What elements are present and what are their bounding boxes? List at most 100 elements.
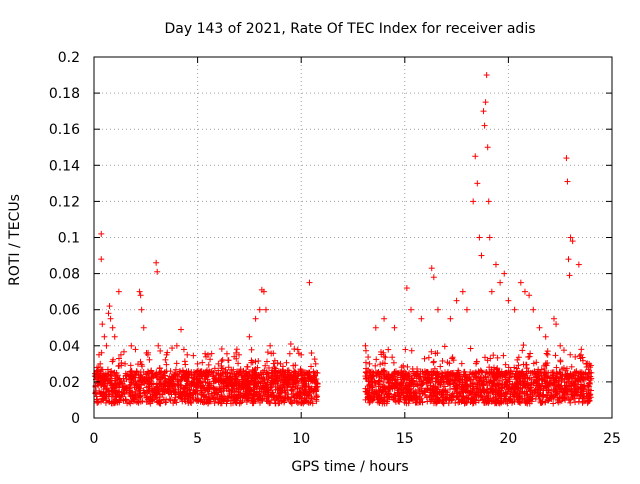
scatter-point (268, 374, 275, 381)
data-point (430, 274, 437, 281)
scatter-point (245, 375, 252, 382)
scatter-point (372, 362, 379, 369)
scatter-point (365, 354, 372, 361)
scatter-point (115, 355, 122, 362)
scatter-point (309, 400, 316, 407)
y-tick-label: 0.14 (49, 158, 80, 174)
data-point (246, 333, 253, 340)
scatter-point (230, 381, 237, 388)
data-point (478, 252, 485, 259)
scatter-point (178, 382, 185, 389)
scatter-point (207, 356, 214, 363)
data-point (481, 122, 488, 129)
y-tick-label: 0.12 (49, 194, 80, 210)
data-point (575, 261, 582, 268)
data-point (140, 324, 147, 331)
y-tick-label: 0.16 (49, 122, 80, 138)
y-tick-label: 0.08 (49, 267, 80, 283)
scatter-point (294, 346, 301, 353)
scatter-point (362, 347, 369, 354)
scatter-point (557, 357, 564, 364)
data-point (484, 144, 491, 151)
data-point (474, 180, 481, 187)
data-point (105, 310, 112, 317)
data-point (107, 315, 114, 322)
scatter-point (264, 349, 271, 356)
scatter-point (250, 400, 257, 407)
data-point (453, 297, 460, 304)
scatter-point (296, 399, 303, 406)
data-point (381, 315, 388, 322)
scatter-point (519, 347, 526, 354)
data-point (194, 360, 201, 367)
y-tick-label: 0.04 (49, 339, 80, 355)
y-tick-label: 0.02 (49, 375, 80, 391)
scatter-point (163, 361, 170, 368)
scatter-point (211, 365, 218, 372)
scatter-point (244, 363, 251, 370)
data-point (505, 297, 512, 304)
scatter-point (139, 363, 146, 370)
y-tick-label: 0.2 (58, 50, 80, 66)
scatter-point (439, 357, 446, 364)
scatter-point (294, 399, 301, 406)
scatter-point (270, 360, 277, 367)
x-tick-label: 20 (499, 431, 517, 447)
data-point (428, 265, 435, 272)
scatter-point (467, 345, 474, 352)
data-point (550, 315, 557, 322)
scatter-point (502, 361, 509, 368)
data-point (178, 326, 185, 333)
scatter-point (268, 350, 275, 357)
scatter-point (190, 352, 197, 359)
scatter-point (274, 360, 281, 367)
scatter-point (172, 394, 179, 401)
scatter-point (362, 359, 369, 366)
scatter-point (515, 354, 522, 361)
scatter-point (211, 400, 218, 407)
scatter-point (170, 400, 177, 407)
scatter-point (153, 372, 160, 379)
data-point (485, 198, 492, 205)
data-point (154, 268, 161, 275)
scatter-point (567, 399, 574, 406)
data-point (565, 256, 572, 263)
scatter-point (172, 366, 179, 373)
data-point (128, 342, 135, 349)
scatter-point (248, 346, 255, 353)
data-point (137, 292, 144, 299)
scatter-point (441, 343, 448, 350)
scatter-point (421, 355, 428, 362)
scatter-point (553, 364, 560, 371)
scatter-point (124, 400, 131, 407)
scatter-point (237, 366, 244, 373)
x-axis-label: GPS time / hours (291, 459, 408, 475)
scatter-point (313, 393, 320, 400)
data-point (252, 315, 259, 322)
scatter-point (390, 359, 397, 366)
scatter-point (285, 391, 292, 398)
scatter-point (205, 361, 212, 368)
scatter-point (218, 365, 225, 372)
data-point (136, 288, 143, 295)
scatter-point (180, 346, 187, 353)
scatter-point (490, 352, 497, 359)
data-point (98, 256, 105, 263)
scatter-point (408, 347, 415, 354)
scatter-point (279, 368, 286, 375)
scatter-point (265, 364, 272, 371)
scatter-point (311, 356, 318, 363)
scatter-point (544, 351, 551, 358)
scatter-point (404, 363, 411, 370)
scatter-point (233, 346, 240, 353)
scatter-point (482, 354, 489, 361)
scatter-point (253, 391, 260, 398)
scatter-point (248, 359, 255, 366)
data-point (366, 360, 373, 367)
scatter-point (225, 364, 232, 371)
scatter-point (286, 350, 293, 357)
scatter-point (402, 346, 409, 353)
data-point (483, 72, 490, 79)
data-point (153, 259, 160, 266)
scatter-point (289, 388, 296, 395)
